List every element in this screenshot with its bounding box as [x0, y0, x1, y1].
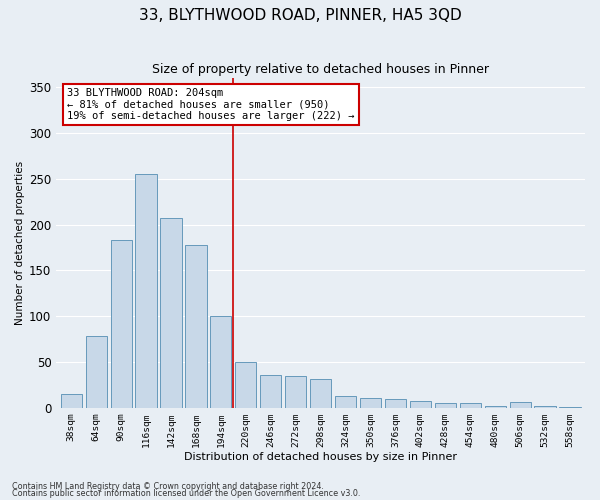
Bar — [136, 174, 157, 408]
Bar — [535, 406, 556, 407]
Text: 33, BLYTHWOOD ROAD, PINNER, HA5 3QD: 33, BLYTHWOOD ROAD, PINNER, HA5 3QD — [139, 8, 461, 22]
Text: Contains HM Land Registry data © Crown copyright and database right 2024.: Contains HM Land Registry data © Crown c… — [12, 482, 324, 491]
Bar — [61, 394, 82, 407]
Text: Contains public sector information licensed under the Open Government Licence v3: Contains public sector information licen… — [12, 490, 361, 498]
X-axis label: Distribution of detached houses by size in Pinner: Distribution of detached houses by size … — [184, 452, 457, 462]
Y-axis label: Number of detached properties: Number of detached properties — [15, 161, 25, 325]
Bar — [559, 406, 581, 408]
Bar — [260, 374, 281, 408]
Text: 33 BLYTHWOOD ROAD: 204sqm
← 81% of detached houses are smaller (950)
19% of semi: 33 BLYTHWOOD ROAD: 204sqm ← 81% of detac… — [67, 88, 355, 121]
Bar — [210, 316, 232, 408]
Bar — [310, 379, 331, 408]
Title: Size of property relative to detached houses in Pinner: Size of property relative to detached ho… — [152, 62, 489, 76]
Bar — [435, 403, 456, 407]
Bar — [110, 240, 132, 408]
Bar — [410, 401, 431, 407]
Bar — [335, 396, 356, 407]
Bar — [86, 336, 107, 407]
Bar — [385, 400, 406, 407]
Bar — [360, 398, 381, 407]
Bar — [485, 406, 506, 407]
Bar — [235, 362, 256, 408]
Bar — [160, 218, 182, 408]
Bar — [460, 403, 481, 407]
Bar — [185, 244, 206, 408]
Bar — [285, 376, 306, 408]
Bar — [509, 402, 531, 407]
